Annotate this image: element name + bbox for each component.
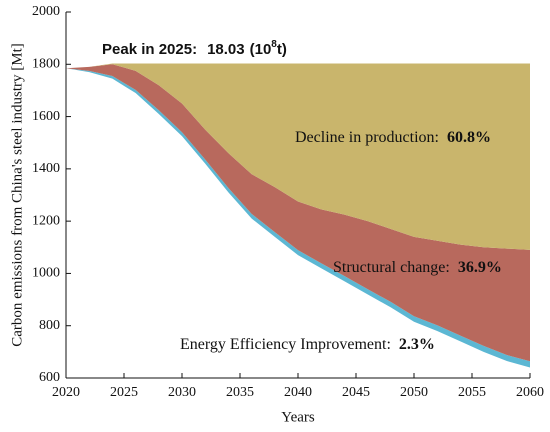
y-tick-label: 1400	[32, 161, 60, 176]
annotation-unit: (10	[250, 41, 272, 58]
x-tick-label: 2060	[516, 385, 544, 400]
x-axis-label: Years	[281, 409, 315, 425]
series-share: 60.8%	[447, 129, 491, 146]
x-tick-label: 2035	[226, 385, 254, 400]
series-label: Decline in production: 60.8%	[295, 129, 491, 146]
series-share: 36.9%	[458, 259, 502, 276]
x-tick-label: 2055	[458, 385, 486, 400]
y-tick-label: 1200	[32, 213, 60, 228]
y-tick-label: 600	[39, 370, 60, 385]
annotation-text: Peak in 2025:	[102, 41, 197, 58]
series-name: Energy Efficiency Improvement:	[180, 336, 391, 353]
annotation-exp: 8	[271, 39, 277, 50]
y-axis-label: Carbon emissions from China's steel indu…	[9, 43, 25, 347]
series-share: 2.3%	[399, 336, 435, 353]
areas	[66, 63, 530, 368]
annotation-value: 18.03	[207, 41, 245, 58]
series-label: Structural change: 36.9%	[333, 259, 502, 276]
y-tick-label: 1000	[32, 266, 60, 281]
x-tick-label: 2030	[168, 385, 196, 400]
annotation-unit-tail: t)	[277, 41, 287, 58]
area	[66, 64, 530, 362]
x-tick-label: 2020	[52, 385, 80, 400]
series-label: Energy Efficiency Improvement: 2.3%	[180, 336, 435, 353]
x-tick-label: 2045	[342, 385, 370, 400]
x-tick-label: 2025	[110, 385, 138, 400]
series-name: Structural change:	[333, 259, 450, 276]
series-name: Decline in production:	[295, 129, 439, 146]
y-tick-label: 800	[39, 318, 60, 333]
annotation: Peak in 2025: 18.03 (108t)	[102, 39, 287, 58]
x-tick-label: 2050	[400, 385, 428, 400]
y-tick-label: 2000	[32, 4, 60, 19]
x-tick-label: 2040	[284, 385, 312, 400]
area	[66, 63, 530, 250]
y-tick-label: 1800	[32, 57, 60, 72]
y-tick-label: 1600	[32, 109, 60, 124]
